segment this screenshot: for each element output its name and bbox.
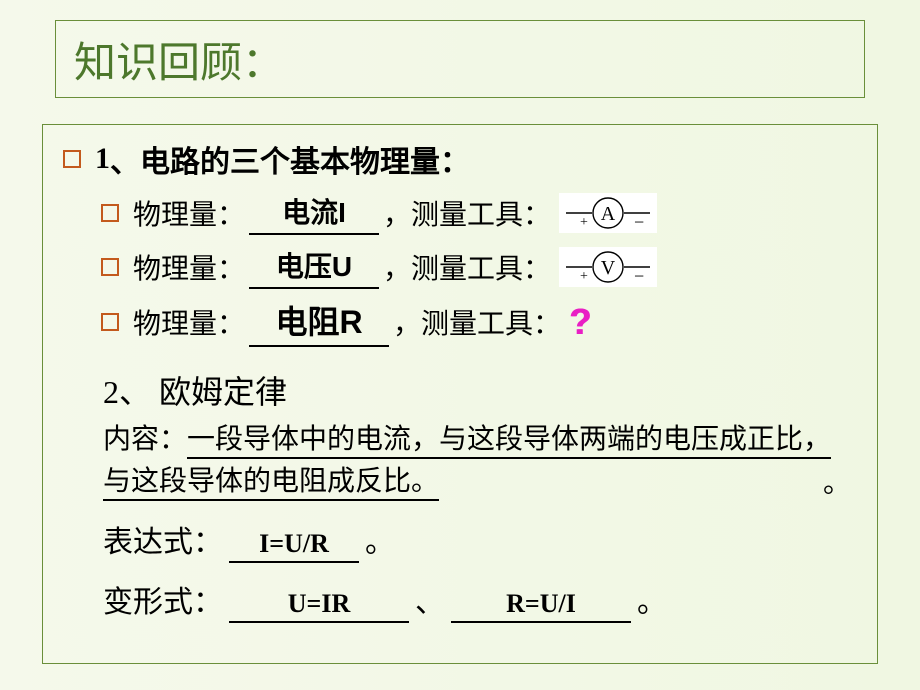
ohm-content-text: 一段导体中的电流，与这段导体两端的电压成正比，与这段导体的电阻成反比。 (103, 424, 831, 501)
bullet-icon (101, 258, 119, 276)
content-box: 1 、电路的三个基本物理量： 物理量： 电流I ，测量工具： A + − 物理量… (42, 124, 878, 664)
svg-text:−: − (634, 212, 644, 230)
content-label: 内容： (103, 424, 187, 455)
question-mark-icon: ? (569, 301, 591, 343)
variant-row: 变形式： U=IR 、 R=U/I 。 (103, 577, 857, 623)
expr-label: 表达式： (103, 517, 223, 561)
phys-label: 物理量： (133, 302, 245, 342)
var2-value: R=U/I (451, 589, 631, 623)
expr-value: I=U/R (229, 529, 359, 563)
expression-row: 表达式： I=U/R 。 (103, 517, 857, 563)
svg-text:+: + (580, 269, 588, 284)
section1-heading-row: 1 、电路的三个基本物理量： (63, 135, 857, 183)
var1-value: U=IR (229, 589, 409, 623)
var-period: 。 (637, 577, 667, 621)
phys-row-2: 物理量： 电压U ，测量工具： V + − (63, 243, 857, 291)
phys-blank-voltage: 电压U (249, 245, 379, 289)
section2-heading: 2、 欧姆定律 (103, 367, 857, 413)
phys-tool-label: ，测量工具： (393, 302, 561, 342)
bullet-icon (101, 313, 119, 331)
phys-blank-current: 电流I (249, 191, 379, 235)
phys-label: 物理量： (133, 193, 245, 233)
phys-row-3: 物理量： 电阻R ，测量工具： ? (63, 297, 857, 347)
title-box: 知识回顾： (55, 20, 865, 98)
svg-text:A: A (601, 203, 616, 225)
bullet-icon (101, 204, 119, 222)
phys-label: 物理量： (133, 247, 245, 287)
voltmeter-icon: V + − (559, 247, 657, 287)
phys-tool-label: ，测量工具： (383, 193, 551, 233)
dangling-period: 。 (823, 461, 851, 501)
svg-text:+: + (580, 215, 588, 230)
page-title: 知识回顾： (74, 29, 284, 90)
phys-blank-resistance: 电阻R (249, 297, 389, 347)
var-sep: 、 (415, 577, 445, 621)
svg-text:−: − (634, 266, 644, 284)
var-label: 变形式： (103, 577, 223, 621)
phys-tool-label: ，测量工具： (383, 247, 551, 287)
svg-text:V: V (601, 257, 616, 279)
expr-period: 。 (365, 517, 395, 561)
bullet-icon (63, 150, 81, 168)
ammeter-icon: A + − (559, 193, 657, 233)
ohm-content: 内容：一段导体中的电流，与这段导体两端的电压成正比，与这段导体的电阻成反比。 (103, 419, 857, 503)
section1-heading: 、电路的三个基本物理量： (110, 137, 470, 181)
section1-num: 1 (95, 142, 110, 176)
phys-row-1: 物理量： 电流I ，测量工具： A + − (63, 189, 857, 237)
